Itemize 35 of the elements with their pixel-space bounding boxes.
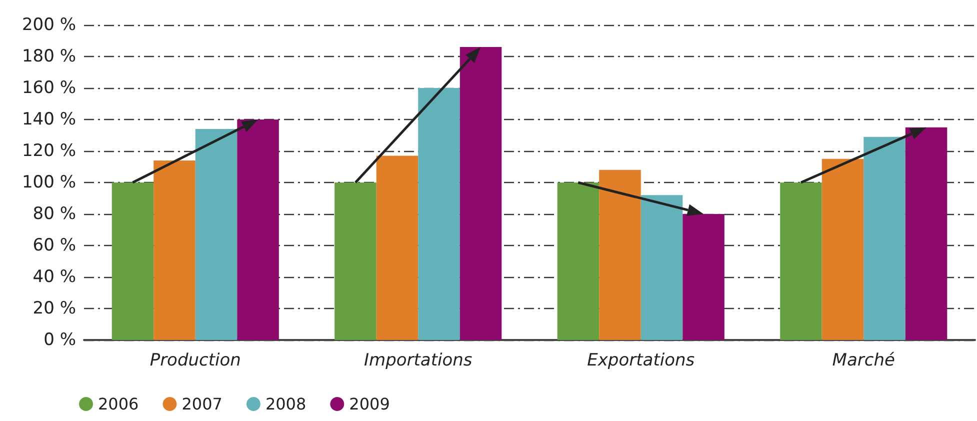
bar — [640, 195, 683, 340]
y-tick-label: 100 % — [22, 172, 76, 192]
bar — [418, 88, 460, 340]
bar — [822, 158, 864, 340]
bar — [376, 156, 418, 340]
x-tick-label: Production — [150, 350, 241, 370]
x-tick-label: Importations — [364, 350, 472, 370]
bar — [237, 120, 279, 340]
y-tick-label: 140 % — [22, 110, 76, 130]
bar — [682, 214, 724, 340]
bar — [905, 127, 948, 340]
y-tick-label: 200 % — [22, 15, 76, 35]
legend-label: 2008 — [265, 394, 306, 414]
y-tick-label: 0 % — [44, 330, 76, 350]
bar — [599, 170, 641, 340]
legend-label: 2007 — [182, 394, 222, 414]
y-tick-label: 60 % — [32, 236, 76, 256]
y-tick-label: 120 % — [22, 141, 76, 161]
x-tick-label: Marché — [832, 350, 895, 370]
y-tick-label: 180 % — [22, 46, 76, 66]
y-tick-label: 40 % — [32, 267, 76, 287]
y-tick-label: 160 % — [22, 78, 76, 98]
y-tick-label: 20 % — [32, 298, 76, 318]
bar — [195, 128, 238, 340]
bar — [864, 136, 906, 340]
bar — [154, 160, 196, 340]
bar — [112, 182, 154, 340]
y-tick-label: 80 % — [32, 204, 76, 224]
bar — [557, 182, 600, 340]
bar — [334, 182, 376, 340]
legend-label: 2006 — [98, 394, 139, 414]
x-tick-label: Exportations — [587, 350, 695, 370]
bar — [780, 182, 822, 340]
bar — [460, 47, 502, 340]
legend-label: 2009 — [349, 394, 390, 414]
